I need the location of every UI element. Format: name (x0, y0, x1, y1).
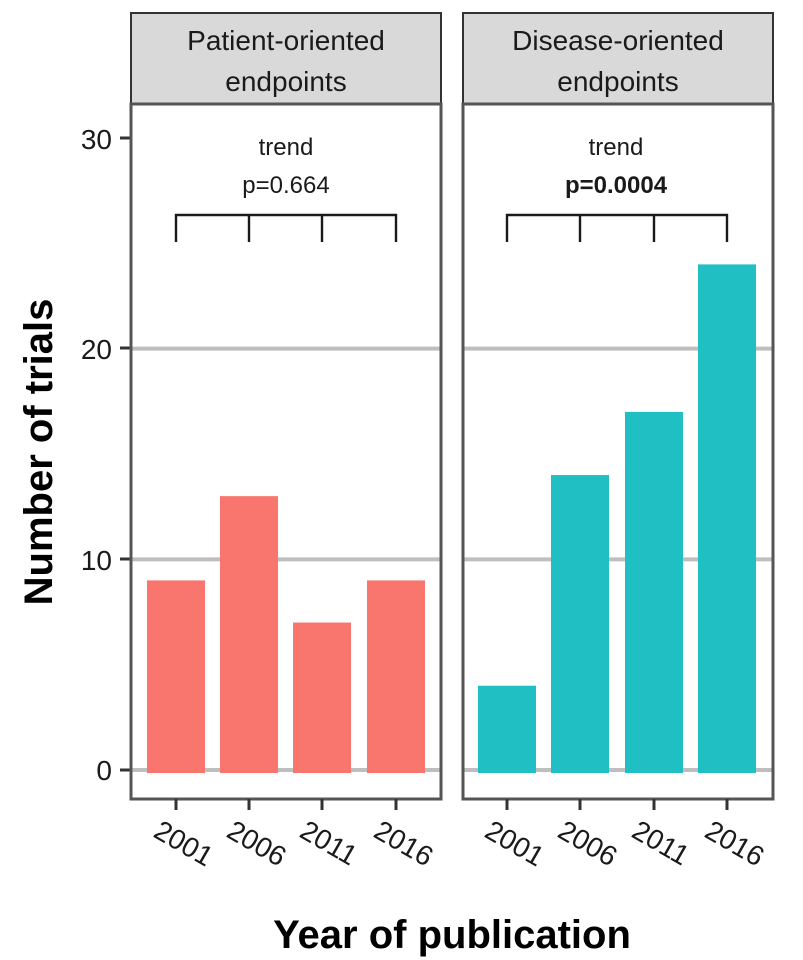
x-axis-title: Year of publication (273, 913, 631, 957)
y-axis: 0 10 20 30 (81, 124, 131, 786)
bar-2011 (293, 622, 351, 773)
y-tick-label: 10 (81, 545, 112, 576)
x-tick-label: 2001 (480, 814, 549, 872)
bars (147, 496, 425, 773)
trend-p-value: p=0.664 (242, 172, 329, 199)
bar-2016 (367, 580, 425, 773)
panel-strip-title: endpoints (225, 66, 346, 97)
bar-2006 (220, 496, 278, 773)
bar-2011 (625, 411, 683, 773)
panel-border (461, 102, 775, 801)
trend-label: trend (589, 134, 644, 161)
x-tick-label: 2016 (369, 814, 438, 872)
x-axis: 2001 2006 2011 2016 (149, 799, 438, 872)
y-tick-label: 20 (81, 334, 112, 365)
trend-bracket: trend p=0.0004 (505, 134, 729, 242)
bar-2001 (147, 580, 205, 773)
x-tick-label: 2006 (222, 814, 291, 872)
trend-bracket: trend p=0.664 (174, 134, 398, 242)
y-tick-label: 0 (96, 755, 112, 786)
bar-2016 (698, 264, 756, 773)
x-axis: 2001 2006 2011 2016 (480, 799, 769, 872)
trend-label: trend (259, 134, 314, 161)
panel-border (129, 102, 443, 801)
panel-disease-oriented: Disease-oriented endpoints trend p=0.000… (461, 12, 775, 872)
panel-patient-oriented: Patient-oriented endpoints trend p=0.664… (129, 12, 443, 872)
y-axis-title: Number of trials (17, 299, 61, 606)
x-tick-label: 2011 (627, 814, 695, 871)
panel-strip-title: endpoints (557, 66, 678, 97)
panel-strip-title: Disease-oriented (512, 25, 724, 56)
x-tick-label: 2006 (553, 814, 622, 872)
bar-2001 (478, 685, 536, 773)
bracket-line (174, 213, 398, 242)
x-tick-label: 2011 (295, 814, 363, 871)
bars (478, 264, 756, 773)
panel-strip (130, 12, 442, 105)
bracket-line (505, 213, 729, 242)
panel-strip-title: Patient-oriented (187, 25, 385, 56)
x-tick-label: 2016 (700, 814, 769, 872)
y-tick-label: 30 (81, 124, 112, 155)
trend-p-value: p=0.0004 (565, 172, 668, 199)
bar-2006 (551, 475, 609, 773)
x-tick-label: 2001 (149, 814, 218, 872)
